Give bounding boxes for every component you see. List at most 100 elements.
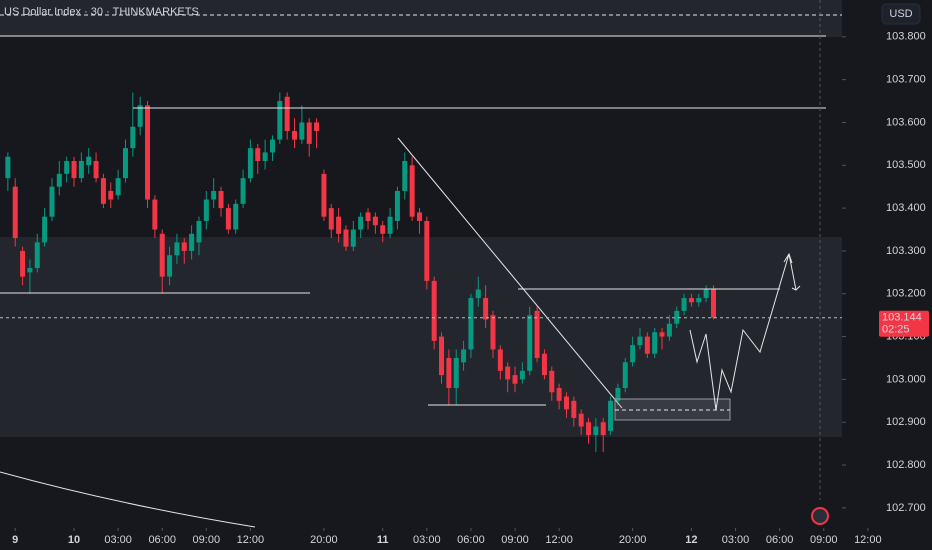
- price-axis: [842, 0, 932, 550]
- candle-body: [174, 242, 180, 256]
- candle-body: [563, 396, 569, 410]
- candle-body: [608, 400, 614, 431]
- candle-body: [387, 216, 393, 234]
- candle-body: [277, 101, 283, 140]
- candle-body: [262, 152, 268, 162]
- candle-body: [674, 310, 680, 324]
- candle-body: [358, 216, 364, 230]
- currency-button[interactable]: [881, 3, 921, 25]
- y-tick-label: 103.600: [886, 116, 926, 128]
- candle-body: [615, 387, 621, 401]
- y-tick-label: 103.700: [886, 74, 926, 86]
- x-tick-label: 20:00: [619, 534, 647, 546]
- x-tick-label: 03:00: [722, 534, 750, 546]
- x-tick-label: 11: [377, 534, 389, 546]
- candle-body: [299, 122, 305, 140]
- candle-body: [12, 186, 18, 239]
- candle-body: [394, 190, 400, 221]
- candle-body: [372, 216, 378, 226]
- candle-body: [196, 220, 202, 243]
- last-price: 103.144: [882, 312, 922, 324]
- candle-body: [269, 139, 275, 153]
- candle-body: [159, 233, 165, 277]
- candle-body: [218, 190, 224, 209]
- candle-body: [130, 126, 136, 149]
- y-tick-label: 103.000: [886, 373, 926, 385]
- candle-body: [416, 212, 422, 221]
- candle-body: [402, 161, 408, 191]
- candle-body: [630, 345, 636, 363]
- candle-body: [225, 208, 231, 230]
- candle-body: [145, 105, 151, 200]
- x-tick-label: 09:00: [501, 534, 529, 546]
- candle-body: [20, 250, 26, 277]
- candle-body: [122, 148, 128, 179]
- candle-body: [27, 268, 33, 273]
- x-tick-label: 06:00: [148, 534, 176, 546]
- candle-body: [688, 298, 694, 303]
- candle-body: [71, 161, 77, 179]
- candle-body: [233, 203, 239, 230]
- candle-body: [703, 289, 709, 299]
- candle-body: [593, 426, 599, 436]
- candle-body: [86, 156, 92, 166]
- arrow-head: [783, 252, 793, 264]
- candle-body: [350, 229, 356, 247]
- candle-body: [578, 413, 584, 427]
- candle-body: [56, 173, 62, 187]
- candle-body: [247, 148, 253, 179]
- candle-body: [380, 225, 386, 234]
- countdown: 02:25: [882, 324, 910, 336]
- y-tick-label: 102.700: [886, 502, 926, 514]
- x-tick-label: 03:00: [413, 534, 441, 546]
- candle-body: [5, 156, 11, 179]
- candle-body: [644, 336, 650, 354]
- candle-body: [659, 332, 665, 337]
- candle-body: [505, 366, 511, 380]
- zone: [0, 237, 842, 437]
- candle-body: [108, 190, 114, 200]
- y-tick-label: 103.300: [886, 245, 926, 257]
- candle-body: [365, 212, 371, 221]
- y-tick-label: 103.400: [886, 202, 926, 214]
- y-tick-label: 103.800: [886, 31, 926, 43]
- candle-body: [710, 289, 716, 318]
- x-tick-label: 12:00: [237, 534, 265, 546]
- x-tick-label: 12: [685, 534, 697, 546]
- candle-body: [586, 422, 592, 436]
- candle-body: [696, 298, 702, 303]
- candle-body: [571, 400, 577, 418]
- y-tick-label: 103.200: [886, 288, 926, 300]
- currency[interactable]: USD: [889, 8, 912, 20]
- candle-body: [468, 298, 474, 350]
- candle-body: [681, 298, 687, 311]
- candle-body: [292, 131, 298, 140]
- candle-body: [490, 315, 496, 350]
- candle-body: [497, 349, 503, 371]
- candle-body: [211, 190, 217, 200]
- candle-body: [534, 310, 540, 358]
- x-tick-label: 09:00: [193, 534, 221, 546]
- marks: [5, 92, 716, 453]
- candle-body: [622, 362, 628, 388]
- chart-title: US Dollar Index · 30 · THINKMARKETS: [4, 6, 199, 18]
- x-tick-label: 09:00: [810, 534, 838, 546]
- candle-body: [100, 178, 106, 204]
- x-tick-label: 9: [12, 534, 18, 546]
- x-tick-label: 12:00: [854, 534, 882, 546]
- candle-body: [64, 161, 70, 174]
- event-icon: [811, 507, 829, 525]
- candle-body: [336, 216, 342, 234]
- candle-body: [284, 96, 290, 132]
- x-tick-label: 03:00: [104, 534, 132, 546]
- candle-body: [446, 357, 452, 388]
- candle-body: [453, 357, 459, 388]
- candle-body: [637, 336, 643, 346]
- candle-body: [666, 323, 672, 337]
- x-tick-label: 12:00: [545, 534, 573, 546]
- candle-body: [600, 422, 606, 436]
- candle-body: [181, 242, 187, 251]
- candle-body: [483, 298, 489, 320]
